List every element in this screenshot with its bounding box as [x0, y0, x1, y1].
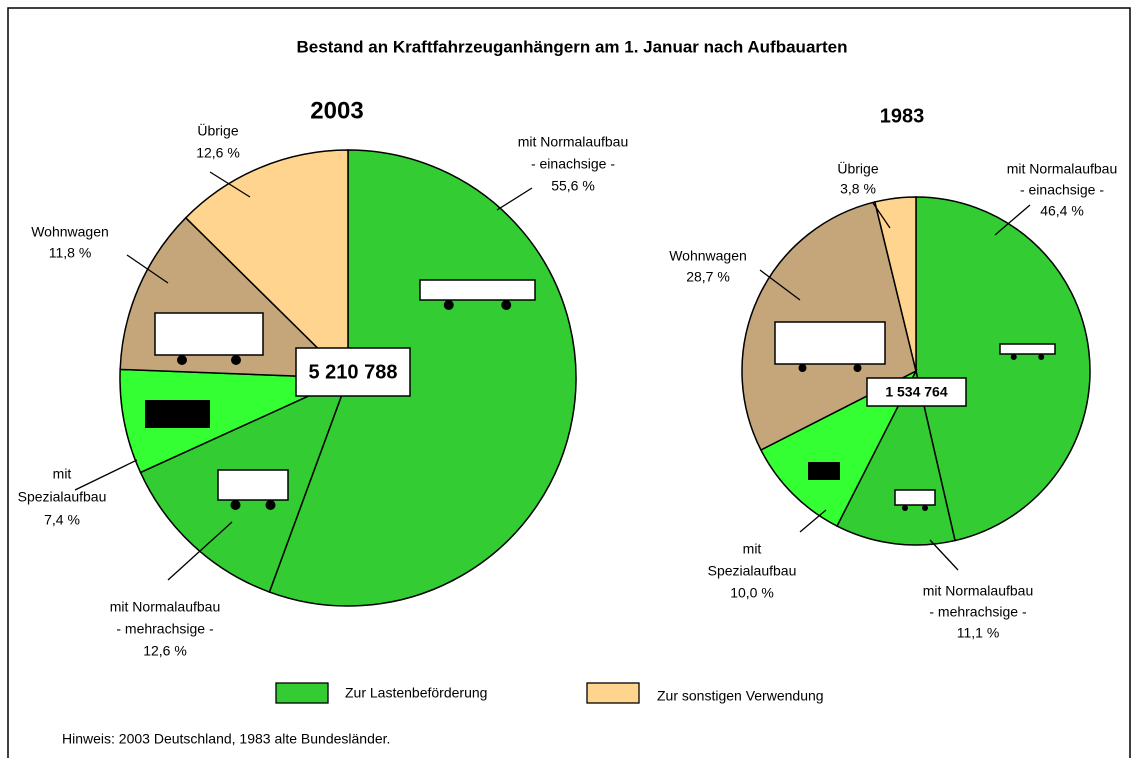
- value-label: 7,4 %: [44, 512, 80, 528]
- leader-line: [74, 459, 138, 491]
- value-label: 55,6 %: [551, 178, 595, 194]
- slice-label: mit Normalaufbau: [1007, 161, 1118, 177]
- leader-line: [872, 202, 891, 229]
- note: Hinweis: 2003 Deutschland, 1983 alte Bun…: [62, 731, 390, 747]
- chart-title: Bestand an Kraftfahrzeuganhängern am 1. …: [296, 37, 847, 56]
- trailer-wheel: [853, 364, 862, 372]
- trailer-wheel: [798, 364, 807, 372]
- legend-swatch: [586, 682, 640, 704]
- trailer-icon: [999, 343, 1056, 355]
- slice-label: - einachsige -: [531, 156, 615, 172]
- value-label: 10,0 %: [730, 585, 774, 601]
- pie-slice: [184, 149, 349, 380]
- pie-title: 1983: [880, 105, 925, 127]
- value-label: 11,1 %: [957, 625, 1000, 641]
- leader-line: [126, 254, 169, 284]
- leader-line: [209, 171, 251, 198]
- legend-label: Zur Lastenbeförderung: [345, 685, 487, 701]
- value-label: 3,8 %: [840, 181, 876, 197]
- slice-label: mit: [53, 466, 72, 482]
- leader-line: [167, 521, 233, 581]
- trailer-wheel: [1038, 354, 1045, 360]
- leader-line: [496, 187, 533, 211]
- total-box: [866, 377, 967, 407]
- trailer-wheel: [501, 300, 512, 310]
- leader-line: [799, 509, 827, 533]
- pie-slice: [873, 196, 917, 372]
- trailer-wheel: [177, 355, 187, 365]
- total-label: 1 534 764: [885, 384, 947, 400]
- value-label: 28,7 %: [686, 269, 730, 285]
- slice-label: - mehrachsige -: [929, 604, 1027, 620]
- leader-line: [929, 539, 959, 571]
- value-label: 11,8 %: [49, 245, 92, 261]
- slice-label: mit Normalaufbau: [110, 599, 221, 615]
- trailer-wheel: [443, 300, 454, 310]
- leader-line: [994, 204, 1031, 236]
- legend-label: Zur sonstigen Verwendung: [657, 688, 824, 704]
- trailer-wheel: [230, 500, 241, 510]
- slice-label: - mehrachsige -: [116, 621, 214, 637]
- trailer-icon: [154, 312, 264, 356]
- value-label: 46,4 %: [1040, 203, 1084, 219]
- trailer-icon: [774, 321, 886, 365]
- pie-slice: [915, 196, 1091, 542]
- pie-slice: [268, 149, 577, 607]
- special-icon: [145, 400, 210, 428]
- total-label: 5 210 788: [309, 361, 398, 383]
- slice-label: mit: [743, 541, 762, 557]
- slice-label: Wohnwagen: [31, 224, 109, 240]
- trailer-wheel: [231, 355, 241, 365]
- slice-label: mit Normalaufbau: [518, 134, 629, 150]
- slice-label: Spezialaufbau: [708, 563, 797, 579]
- trailer-wheel: [265, 500, 276, 510]
- value-label: 12,6 %: [196, 145, 240, 161]
- leader-line: [759, 269, 801, 301]
- slice-label: Übrige: [197, 122, 238, 139]
- legend-swatch: [275, 682, 329, 704]
- trailer-wheel: [922, 505, 928, 511]
- slice-label: Wohnwagen: [669, 248, 747, 264]
- special-icon: [808, 462, 840, 480]
- slice-label: Spezialaufbau: [18, 489, 107, 505]
- slice-label: Übrige: [837, 160, 878, 177]
- slice-label: mit Normalaufbau: [923, 583, 1034, 599]
- trailer-icon: [894, 489, 936, 506]
- value-label: 12,6 %: [143, 643, 187, 659]
- trailer-wheel: [902, 505, 908, 511]
- pie-slice: [119, 368, 349, 474]
- slice-label: - einachsige -: [1020, 182, 1104, 198]
- pie-title: 2003: [310, 97, 363, 124]
- pie-slice: [759, 369, 918, 528]
- trailer-wheel: [1010, 354, 1017, 360]
- total-box: [295, 347, 411, 397]
- trailer-icon: [217, 469, 289, 501]
- trailer-icon: [419, 279, 536, 301]
